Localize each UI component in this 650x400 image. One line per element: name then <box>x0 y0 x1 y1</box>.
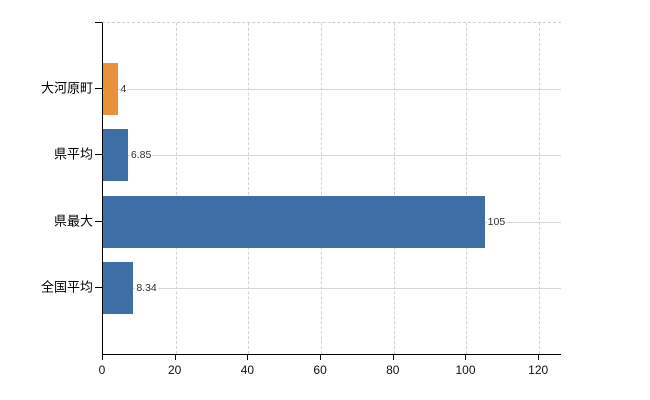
vertical-gridline <box>321 23 323 354</box>
bar-value-label: 8.34 <box>135 281 158 294</box>
vertical-gridline <box>248 23 250 354</box>
x-axis-tick <box>320 354 322 360</box>
vertical-gridline <box>466 23 468 354</box>
bar <box>103 129 128 182</box>
plot-area: 4 6.85 105 8.34 <box>102 22 561 355</box>
y-axis-tick <box>95 220 102 222</box>
bar-value-label: 4 <box>119 82 128 95</box>
x-axis-tick-label: 60 <box>313 363 327 377</box>
horizontal-gridline <box>103 89 561 91</box>
vertical-gridline <box>393 23 395 354</box>
y-axis-tick <box>95 22 102 23</box>
x-axis-tick <box>174 354 176 360</box>
vertical-gridline <box>175 23 177 354</box>
y-axis-tick <box>95 154 102 156</box>
x-axis-tick-label: 0 <box>98 363 106 377</box>
x-axis-tick <box>247 354 249 360</box>
x-axis-tick <box>465 354 467 360</box>
y-axis-tick <box>95 286 102 288</box>
y-axis-tick <box>95 88 102 90</box>
x-axis-tick-label: 80 <box>386 363 400 377</box>
bar <box>103 261 134 314</box>
category-label: 全国平均 <box>40 279 93 295</box>
bar <box>103 63 118 116</box>
x-axis-tick-label: 40 <box>240 363 255 377</box>
bar-value-label: 6.85 <box>129 149 153 162</box>
x-axis-tick-label: 100 <box>455 363 476 377</box>
bar <box>103 195 485 248</box>
x-axis-tick <box>538 354 540 360</box>
horizontal-gridline <box>103 287 561 289</box>
horizontal-gridline <box>103 155 561 157</box>
x-axis-tick <box>102 354 103 360</box>
vertical-gridline <box>539 23 541 354</box>
x-axis-tick-label: 120 <box>528 363 549 377</box>
bar-value-label: 105 <box>486 215 507 228</box>
category-label: 県最大 <box>53 213 93 229</box>
x-axis-tick-label: 20 <box>168 363 182 377</box>
category-label: 県平均 <box>53 146 93 162</box>
category-label: 大河原町 <box>40 80 93 96</box>
x-axis-tick <box>392 354 394 360</box>
